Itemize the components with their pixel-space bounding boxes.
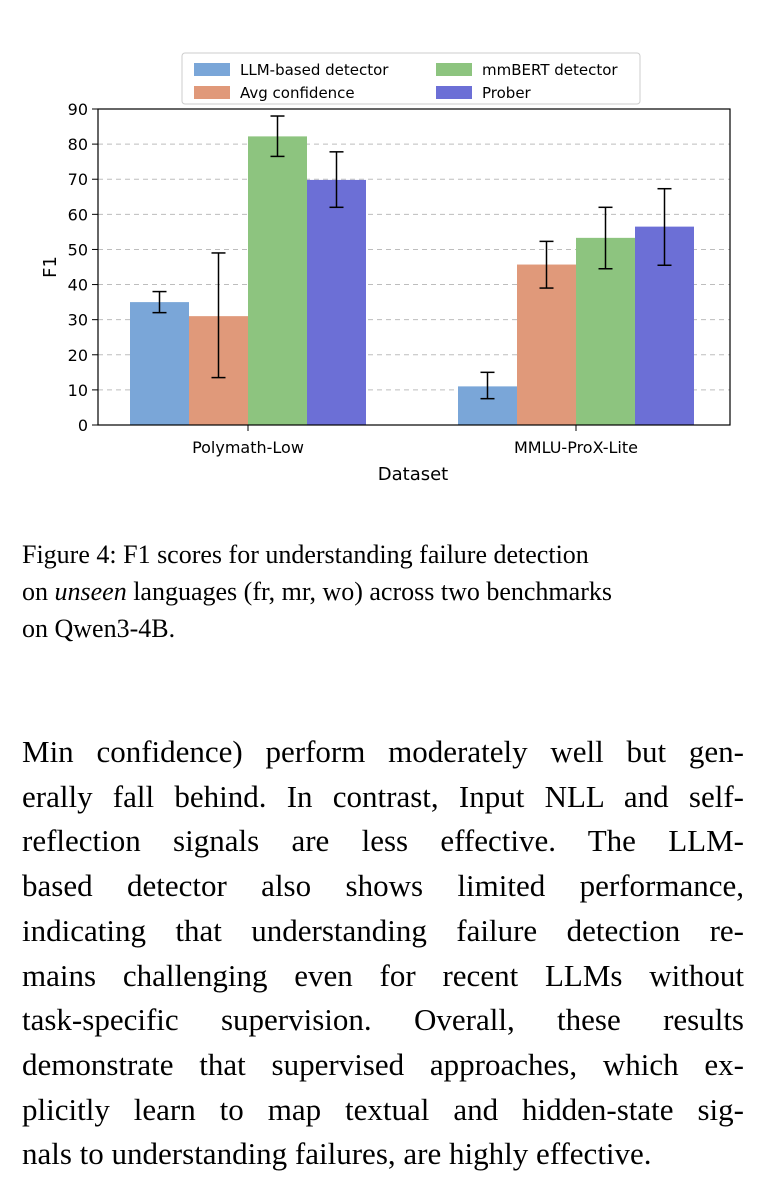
body-line: nals to understanding failures, are high… xyxy=(22,1136,652,1172)
legend-entry: mmBERT detector xyxy=(482,61,618,79)
figure-caption: Figure 4: F1 scores for understanding fa… xyxy=(22,536,744,647)
legend-entry: LLM-based detector xyxy=(240,61,389,79)
y-tick-label: 30 xyxy=(68,311,88,330)
body-line: Min confidence) perform moderately well … xyxy=(22,734,744,769)
y-tick-label: 70 xyxy=(68,170,88,189)
legend-entry: Prober xyxy=(482,84,532,102)
y-tick-label: 10 xyxy=(68,381,88,400)
body-line: demonstrate that supervised approaches, … xyxy=(22,1046,744,1082)
body-line: reflection signals are less effective. T… xyxy=(22,823,744,859)
y-axis-ticks: 0 10 20 30 40 50 60 70 80 90 xyxy=(68,100,98,435)
body-line: plicitly learn to map textual and hidden… xyxy=(22,1091,744,1127)
x-tick-label: Polymath-Low xyxy=(192,438,304,457)
legend-swatch xyxy=(436,86,472,99)
caption-line-2-post: languages (fr, mr, wo) across two benchm… xyxy=(126,577,612,606)
caption-line-1: Figure 4: F1 scores for understanding fa… xyxy=(22,540,589,569)
bars xyxy=(130,136,694,426)
y-tick-label: 40 xyxy=(68,276,88,295)
caption-emphasis: unseen xyxy=(54,577,127,606)
legend-box xyxy=(181,52,641,105)
bar-prober xyxy=(307,179,366,425)
bar-mmbert-detector xyxy=(248,136,307,426)
caption-line-2-pre: on xyxy=(22,577,55,606)
y-axis-label: F1 xyxy=(40,256,61,278)
y-tick-label: 90 xyxy=(68,100,88,119)
body-paragraph: Min confidence) perform moderately well … xyxy=(22,730,744,1177)
caption-line-3: on Qwen3-4B. xyxy=(22,614,176,643)
plot-frame xyxy=(97,108,731,426)
legend-swatch xyxy=(436,63,472,76)
body-line: task-specific supervision. Overall, thes… xyxy=(22,1002,744,1038)
legend-swatch xyxy=(194,86,230,99)
body-line: erally fall behind. In contrast, Input N… xyxy=(22,778,744,814)
y-tick-label: 20 xyxy=(68,346,88,365)
x-tick-label: MMLU-ProX-Lite xyxy=(514,438,638,457)
f1-bar-chart: 0 10 20 30 40 50 60 70 80 90 Polymath-Low MMLU-Pro… xyxy=(40,52,731,485)
y-tick-label: 0 xyxy=(78,416,88,435)
y-tick-label: 50 xyxy=(68,240,88,259)
y-tick-label: 60 xyxy=(68,205,88,224)
y-tick-label: 80 xyxy=(68,135,88,154)
error-bars xyxy=(152,115,672,400)
body-line: mains challenging even for recent LLMs w… xyxy=(22,957,744,993)
legend: LLM-based detector Avg confidence mmBERT d… xyxy=(181,52,641,105)
legend-swatch xyxy=(194,63,230,76)
caption-line-2: on unseen languages (fr, mr, wo) across … xyxy=(22,573,744,610)
bar-llm-based-detector xyxy=(130,302,189,425)
body-line: based detector also shows limited perfor… xyxy=(22,868,744,904)
x-axis-label: Dataset xyxy=(378,464,449,485)
body-line: indicating that understanding failure de… xyxy=(22,912,744,948)
legend-entry: Avg confidence xyxy=(240,84,355,102)
x-axis-ticks: Polymath-Low MMLU-ProX-Lite xyxy=(192,425,638,457)
bar-avg-confidence xyxy=(517,264,576,425)
